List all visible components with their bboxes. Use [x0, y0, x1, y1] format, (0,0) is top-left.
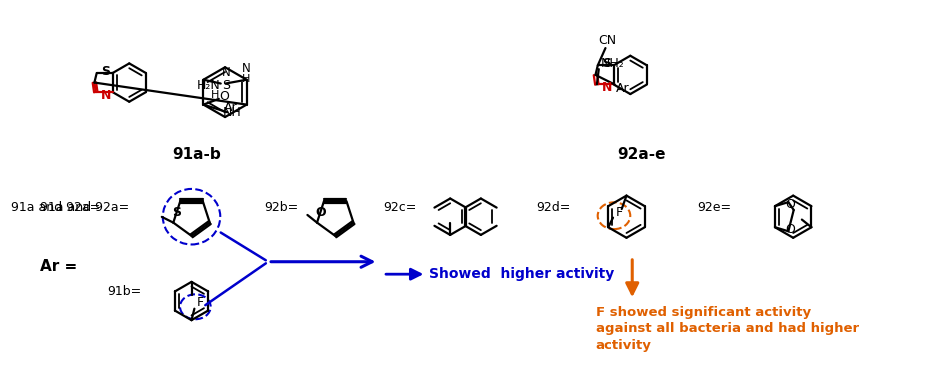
Text: Ar: Ar — [615, 82, 629, 95]
Text: H: H — [211, 90, 219, 100]
Text: N: N — [242, 62, 250, 75]
Text: N: N — [601, 81, 612, 94]
Text: 92b=: 92b= — [264, 200, 298, 214]
Text: N: N — [222, 65, 230, 79]
Text: CN: CN — [598, 34, 615, 47]
Text: 92e=: 92e= — [697, 200, 731, 214]
Text: NH₂: NH₂ — [600, 57, 624, 70]
Text: S: S — [172, 206, 181, 220]
Text: Showed  higher activity: Showed higher activity — [429, 267, 614, 281]
Text: S: S — [101, 65, 110, 77]
Text: 91b=: 91b= — [107, 285, 142, 298]
Text: H: H — [242, 74, 250, 84]
Text: 92c=: 92c= — [382, 200, 416, 214]
Text: 91a and 92a=: 91a and 92a= — [40, 200, 129, 214]
Text: activity: activity — [596, 338, 651, 352]
Text: 91a-b: 91a-b — [172, 147, 221, 162]
Text: Ar =: Ar = — [40, 259, 77, 274]
Text: F showed significant activity: F showed significant activity — [596, 306, 810, 319]
Text: 91a and 92a=: 91a and 92a= — [11, 200, 100, 214]
Text: F: F — [615, 206, 622, 220]
Text: 92a-e: 92a-e — [617, 147, 666, 162]
Text: 92d=: 92d= — [536, 200, 570, 214]
Text: Ar: Ar — [224, 101, 237, 114]
Text: against all bacteria and had higher: against all bacteria and had higher — [596, 322, 858, 335]
Text: O: O — [219, 91, 229, 104]
Text: O: O — [315, 206, 326, 220]
Text: F: F — [196, 297, 203, 309]
Text: NH: NH — [223, 106, 242, 119]
Text: S: S — [602, 57, 611, 70]
Text: O: O — [784, 223, 794, 236]
Text: O: O — [784, 197, 794, 211]
Text: H₂N: H₂N — [196, 79, 220, 92]
Text: S: S — [222, 79, 230, 92]
Text: N: N — [100, 89, 110, 101]
